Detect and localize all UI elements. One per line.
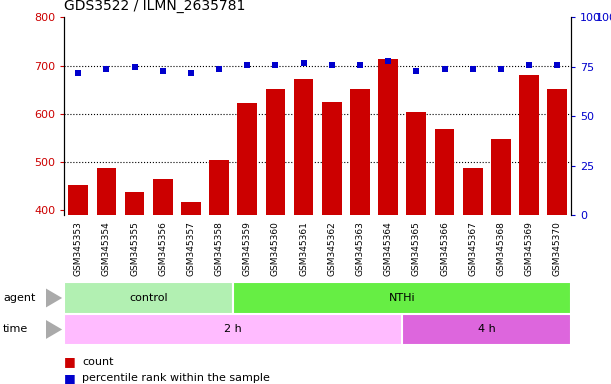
Text: GSM345366: GSM345366: [440, 221, 449, 276]
Point: [130, 64, 139, 70]
Polygon shape: [46, 288, 62, 308]
Text: time: time: [3, 324, 28, 334]
Point: [524, 62, 534, 68]
Bar: [463, 168, 483, 384]
Text: NTHi: NTHi: [389, 293, 415, 303]
Point: [355, 62, 365, 68]
Point: [214, 66, 224, 72]
Text: GSM345362: GSM345362: [327, 221, 336, 276]
Bar: [519, 74, 539, 384]
Text: control: control: [130, 293, 168, 303]
Text: 4 h: 4 h: [478, 324, 496, 334]
Bar: [322, 102, 342, 384]
Text: count: count: [82, 357, 114, 367]
Text: GSM345361: GSM345361: [299, 221, 308, 276]
Text: GDS3522 / ILMN_2635781: GDS3522 / ILMN_2635781: [64, 0, 246, 13]
Text: GSM345359: GSM345359: [243, 221, 252, 276]
Bar: [294, 79, 313, 384]
Text: GSM345353: GSM345353: [74, 221, 82, 276]
Point: [411, 68, 421, 74]
Bar: [209, 160, 229, 384]
Bar: [402, 314, 571, 345]
Bar: [64, 314, 402, 345]
Point: [73, 70, 83, 76]
Bar: [125, 192, 144, 384]
Bar: [68, 185, 88, 384]
Bar: [491, 139, 511, 384]
Text: ■: ■: [64, 355, 76, 368]
Text: GSM345370: GSM345370: [553, 221, 562, 276]
Text: GSM345363: GSM345363: [356, 221, 365, 276]
Point: [496, 66, 506, 72]
Point: [158, 68, 167, 74]
Bar: [181, 202, 201, 384]
Point: [271, 62, 280, 68]
Bar: [238, 103, 257, 384]
Polygon shape: [46, 320, 62, 339]
Text: GSM345355: GSM345355: [130, 221, 139, 276]
Bar: [97, 168, 116, 384]
Point: [101, 66, 111, 72]
Point: [468, 66, 478, 72]
Point: [383, 58, 393, 64]
Bar: [547, 89, 567, 384]
Text: GSM345367: GSM345367: [468, 221, 477, 276]
Bar: [434, 129, 455, 384]
Text: GSM345368: GSM345368: [496, 221, 505, 276]
Text: GSM345357: GSM345357: [186, 221, 196, 276]
Bar: [233, 282, 571, 314]
Point: [327, 62, 337, 68]
Point: [243, 62, 252, 68]
Text: GSM345369: GSM345369: [524, 221, 533, 276]
Text: GSM345364: GSM345364: [384, 221, 393, 276]
Bar: [378, 59, 398, 384]
Bar: [153, 179, 173, 384]
Bar: [350, 89, 370, 384]
Point: [552, 62, 562, 68]
Text: GSM345358: GSM345358: [214, 221, 224, 276]
Y-axis label: 100%: 100%: [596, 13, 611, 23]
Text: GSM345365: GSM345365: [412, 221, 421, 276]
Point: [299, 60, 309, 66]
Text: percentile rank within the sample: percentile rank within the sample: [82, 373, 270, 383]
Text: agent: agent: [3, 293, 35, 303]
Text: ■: ■: [64, 372, 76, 384]
Point: [186, 70, 196, 76]
Text: GSM345356: GSM345356: [158, 221, 167, 276]
Text: GSM345360: GSM345360: [271, 221, 280, 276]
Text: 2 h: 2 h: [224, 324, 242, 334]
Point: [440, 66, 450, 72]
Text: GSM345354: GSM345354: [102, 221, 111, 276]
Bar: [406, 112, 426, 384]
Bar: [266, 89, 285, 384]
Bar: [64, 282, 233, 314]
